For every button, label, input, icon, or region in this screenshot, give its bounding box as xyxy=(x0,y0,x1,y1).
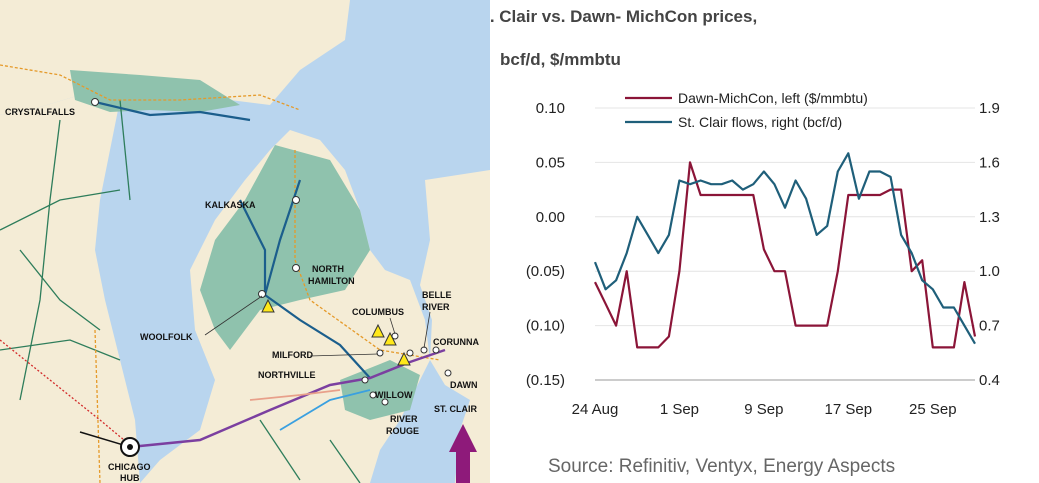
legend: Dawn-MichCon, left ($/mmbtu) St. Clair fl… xyxy=(625,90,868,130)
map-label-st-clair: ST. CLAIR xyxy=(434,404,478,414)
red-pipeline xyxy=(0,339,131,446)
series-line-dawn-michcon xyxy=(594,161,977,349)
title-background xyxy=(490,0,839,30)
y-left-tick-label: (0.15) xyxy=(526,372,565,389)
y-left-tick-label: (0.05) xyxy=(526,263,565,280)
map-label-kalkaska: KALKASKA xyxy=(205,200,256,210)
basin-area-lower xyxy=(200,145,370,350)
map-label-river-rouge-1: RIVER xyxy=(390,414,418,424)
y-right-tick-label: 1.6 xyxy=(979,154,1000,171)
y-left-tick-label: 0.00 xyxy=(536,209,565,226)
map-labels: CRYSTALFALLS KALKASKA NORTH HAMILTON WOO… xyxy=(5,107,479,483)
source-note: Source: Refinitiv, Ventyx, Energy Aspect… xyxy=(548,456,895,477)
map-label-river: RIVER xyxy=(422,302,450,312)
ontario xyxy=(420,170,490,483)
map-label-dawn: DAWN xyxy=(450,380,478,390)
pipeline-map: CRYSTALFALLS KALKASKA NORTH HAMILTON WOO… xyxy=(0,0,490,483)
series-line-st-clair-flows xyxy=(593,152,976,345)
legend-label-dawn-michcon: Dawn-MichCon, left ($/mmbtu) xyxy=(678,90,868,106)
y-axis-left: 0.10 0.05 0.00 (0.05) (0.10) (0.15) xyxy=(526,100,565,389)
series-lines xyxy=(593,152,977,349)
y-left-tick-label: 0.05 xyxy=(536,154,565,171)
map-label-woolfolk: WOOLFOLK xyxy=(140,332,193,342)
chart-title-line-2: bcf/d, $/mmbtu xyxy=(500,50,621,69)
dashed-pipelines xyxy=(0,64,441,483)
map-label-crystal-falls: CRYSTALFALLS xyxy=(5,107,75,117)
y-right-tick-label: 1.3 xyxy=(979,209,1000,226)
basin-area-upper xyxy=(70,70,240,112)
y-left-tick-label: (0.10) xyxy=(526,318,565,335)
wisconsin-illinois xyxy=(0,95,140,483)
map-label-chicago: CHICAGO xyxy=(108,462,151,472)
state-boundaries xyxy=(0,99,361,483)
main-pipelines xyxy=(94,100,371,379)
map-label-belle: BELLE xyxy=(422,290,452,300)
y-right-tick-label: 1.9 xyxy=(979,100,1000,117)
purple-pipeline xyxy=(129,348,446,449)
light-blue-pipeline xyxy=(279,389,371,431)
x-tick-label: 9 Sep xyxy=(744,401,783,418)
map-label-river-rouge-2: ROUGE xyxy=(386,426,419,436)
y-right-tick-label: 1.0 xyxy=(979,263,1000,280)
legend-label-st-clair-flows: St. Clair flows, right (bcf/d) xyxy=(678,114,842,130)
salmon-pipeline xyxy=(249,389,341,401)
y-left-tick-label: 0.10 xyxy=(536,100,565,117)
x-axis: 24 Aug 1 Sep 9 Sep 17 Sep 25 Sep xyxy=(572,379,975,418)
basin-area-detroit xyxy=(340,360,420,420)
x-tick-label: 1 Sep xyxy=(660,401,699,418)
map-label-hub: HUB xyxy=(120,473,140,483)
label-leader-lines xyxy=(204,295,431,357)
map-label-corunna: CORUNNA xyxy=(433,337,479,347)
chicago-hub-marker xyxy=(120,437,140,457)
y-right-tick-label: 0.7 xyxy=(979,318,1000,335)
y-axis-right: 1.9 1.6 1.3 1.0 0.7 0.4 xyxy=(979,100,1000,389)
map-label-willow: WILLOW xyxy=(375,390,413,400)
y-right-tick-label: 0.4 xyxy=(979,372,1000,389)
map-nodes xyxy=(91,98,452,406)
chart-title-line-1: US exports via St. Clair vs. Dawn- MichC… xyxy=(490,7,757,26)
chart: US exports via St. Clair vs. Dawn- MichC… xyxy=(490,0,1000,477)
x-tick-label: 24 Aug xyxy=(572,401,619,418)
map-label-hamilton: HAMILTON xyxy=(308,276,355,286)
x-tick-label: 25 Sep xyxy=(909,401,957,418)
map-label-milford: MILFORD xyxy=(272,350,313,360)
export-arrow xyxy=(449,424,477,483)
storage-triangles xyxy=(261,298,411,366)
x-tick-label: 17 Sep xyxy=(825,401,873,418)
map-label-north: NORTH xyxy=(312,264,344,274)
map-label-columbus: COLUMBUS xyxy=(352,307,404,317)
map-label-northville: NORTHVILLE xyxy=(258,370,316,380)
